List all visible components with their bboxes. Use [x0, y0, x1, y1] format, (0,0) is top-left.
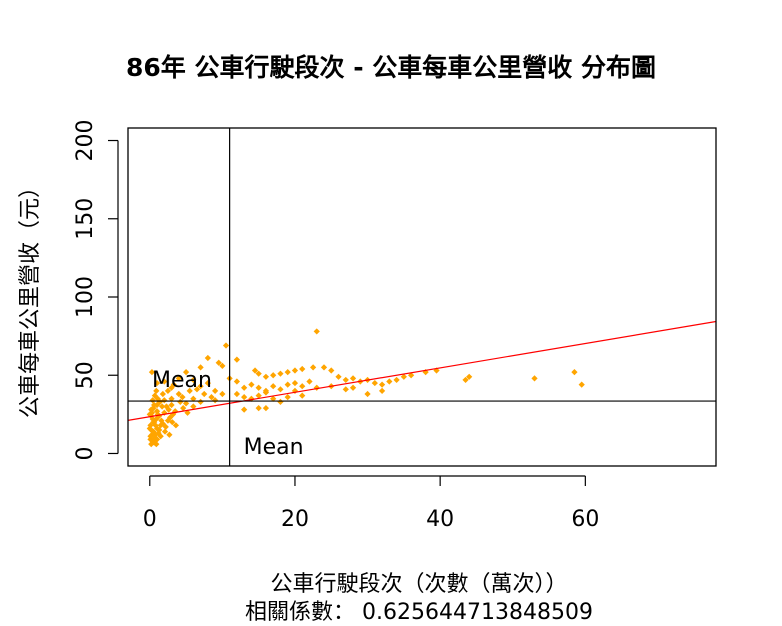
data-point: [149, 397, 156, 404]
points-layer: [146, 328, 585, 448]
data-point: [255, 404, 262, 412]
data-point: [168, 401, 175, 409]
data-point: [378, 381, 386, 388]
data-point: [222, 342, 230, 349]
data-point: [306, 378, 313, 385]
data-point: [233, 378, 241, 385]
data-point: [270, 395, 277, 402]
data-point: [162, 423, 169, 430]
data-point: [255, 370, 262, 377]
data-point: [571, 368, 578, 376]
y-tick-label: 200: [73, 120, 98, 162]
data-point: [466, 373, 473, 380]
data-point: [262, 389, 270, 396]
data-point: [328, 367, 335, 374]
y-axis: 0 50 100 150 200: [73, 120, 119, 460]
data-point: [462, 376, 469, 384]
data-point: [277, 398, 284, 405]
mean-y-label: Mean: [152, 368, 212, 393]
data-point: [342, 386, 349, 393]
y-tick-label: 50: [73, 361, 98, 389]
data-point: [241, 394, 248, 401]
data-point: [262, 404, 270, 412]
data-point: [299, 383, 306, 390]
data-point: [251, 367, 259, 374]
data-point: [157, 422, 164, 429]
data-point: [166, 431, 173, 438]
data-point: [349, 375, 357, 382]
data-point: [262, 373, 270, 380]
data-point: [291, 379, 299, 387]
data-point: [309, 364, 317, 371]
data-point: [299, 365, 306, 373]
data-point: [270, 383, 277, 390]
data-point: [284, 394, 291, 401]
data-point: [320, 364, 328, 371]
x-tick-label: 20: [281, 507, 309, 532]
correlation-text: 相關係數： 0.625644713848509: [245, 600, 593, 625]
data-point: [400, 373, 407, 380]
data-point: [248, 381, 255, 388]
regression-line: [127, 320, 717, 421]
data-point: [241, 406, 248, 413]
data-point: [407, 372, 415, 379]
data-point: [299, 392, 306, 399]
data-point: [364, 390, 371, 398]
data-point: [386, 378, 393, 385]
data-point: [378, 387, 386, 395]
x-axis-label: 公車行駛段次（次數（萬次））: [270, 572, 568, 597]
data-point: [211, 387, 219, 395]
y-tick-label: 100: [73, 276, 98, 318]
y-tick-label: 0: [73, 446, 98, 460]
data-point: [578, 381, 585, 388]
data-point: [342, 376, 349, 384]
data-point: [335, 373, 342, 380]
plot-area-border: [127, 127, 717, 467]
data-point: [270, 372, 277, 379]
x-tick-label: 0: [143, 507, 157, 532]
data-point: [182, 400, 190, 407]
chart-title: 86年 公車行駛段次 - 公車每車公里營收 分布圖: [126, 53, 656, 82]
data-point: [531, 375, 538, 382]
data-point: [157, 433, 164, 440]
data-point: [349, 384, 357, 391]
x-tick-label: 40: [426, 507, 454, 532]
data-point: [182, 368, 190, 376]
data-point: [291, 367, 299, 374]
data-point: [277, 386, 284, 393]
y-tick-label: 150: [73, 198, 98, 240]
data-point: [255, 392, 262, 399]
data-point: [233, 390, 241, 398]
data-point: [255, 384, 262, 391]
data-point: [233, 356, 241, 363]
data-point: [371, 379, 378, 387]
y-axis-label: 公車每車公里營收（元）: [18, 175, 43, 419]
data-point: [219, 362, 226, 369]
data-point: [204, 354, 211, 362]
x-axis: 0 20 40 60: [143, 475, 599, 532]
data-point: [201, 390, 208, 398]
data-point: [393, 376, 400, 384]
data-point: [152, 431, 159, 438]
data-point: [241, 384, 248, 391]
data-point: [197, 398, 204, 405]
data-point: [277, 370, 284, 377]
data-point: [172, 422, 180, 429]
data-point: [284, 381, 291, 388]
data-point: [161, 428, 169, 435]
data-point: [219, 390, 226, 398]
mean-x-label: Mean: [244, 435, 304, 460]
x-tick-label: 60: [571, 507, 599, 532]
data-point: [159, 390, 166, 398]
data-point: [284, 368, 291, 376]
data-point: [313, 328, 320, 335]
